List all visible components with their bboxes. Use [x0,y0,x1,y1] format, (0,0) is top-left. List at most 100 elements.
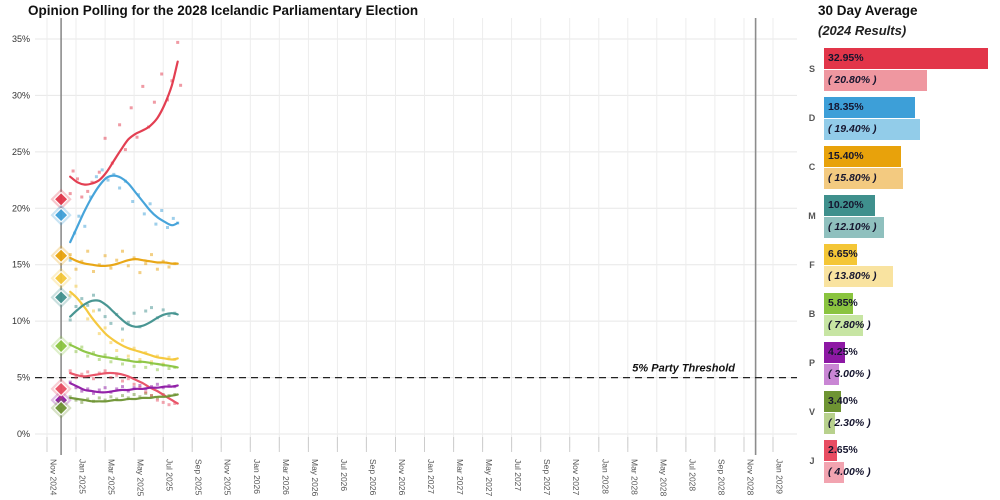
avg-value-label: 6.65% [828,248,858,260]
result-2024-bar-F [824,266,893,287]
result-2024-markers [50,188,72,419]
trend-line-S [69,60,179,186]
result-2024-value-label: ( 7.80% ) [828,319,871,331]
avg-value-label: 10.20% [828,199,864,211]
scatter-J [68,369,177,407]
x-axis-tick-label: Nov 2026 [397,459,407,496]
result-marker-J [53,381,69,397]
trend-line-V [69,393,179,403]
panel-subtitle: (2024 Results) [818,23,907,38]
poll-scatter-points [68,40,183,407]
party-letter: P [808,358,815,368]
trend-line-P [69,382,179,394]
party-row-B: B 5.85% ( 7.80% ) [800,293,1000,336]
result-marker-C [53,248,69,264]
x-axis-tick-label: Jan 2025 [78,459,88,494]
x-axis-tick-label: Nov 2024 [49,459,59,496]
avg-value-label: 18.35% [828,101,864,113]
scatter-M [68,293,177,331]
trend-line-F [69,290,179,361]
x-axis-tick-label: May 2027 [484,459,494,497]
result-marker-B [53,338,69,354]
avg-value-label: 2.65% [828,444,858,456]
y-axis-tick-label: 5% [17,373,30,383]
y-axis-tick-label: 0% [17,429,30,439]
avg-bar-V [824,391,841,412]
result-2024-bar-S [824,70,928,91]
x-axis-tick-label: Sep 2027 [542,459,552,496]
avg-value-label: 15.40% [828,150,864,162]
x-axis-tick-label: Jan 2028 [600,459,610,494]
x-axis-tick-label: Mar 2027 [455,459,465,495]
x-axis-tick-label: May 2028 [658,459,668,497]
avg-bar-C [824,146,901,167]
trend-line-M [69,299,179,328]
avg-bar-D [824,97,916,118]
result-marker-P [53,392,69,408]
result-2024-value-label: ( 13.80% ) [828,270,877,282]
y-axis-tick-label: 15% [12,260,30,270]
party-letter: V [808,407,815,417]
party-letter: B [808,309,816,319]
result-2024-bar-P [824,364,839,385]
result-marker-F [53,270,69,286]
x-axis-tick-label: Sep 2028 [716,459,726,496]
party-row-S: S 32.95% ( 20.80% ) [800,48,1000,91]
result-2024-value-label: ( 2.30% ) [828,417,871,429]
avg-value-label: 5.85% [828,297,858,309]
result-2024-bar-D [824,119,921,140]
x-axis-tick-label: Sep 2026 [368,459,378,496]
party-row-J: J 2.65% ( 4.00% ) [800,440,1000,483]
x-axis-tick-label: May 2025 [136,459,146,497]
party-row-D: D 18.35% ( 19.40% ) [800,97,1000,140]
avg-bar-F [824,244,858,265]
threshold-label: 5% Party Threshold [632,363,735,375]
trend-line-C [69,256,179,268]
x-axis-tick-label: Nov 2027 [571,459,581,496]
x-axis-tick-label: Nov 2025 [223,459,233,496]
result-2024-value-label: ( 19.40% ) [828,123,877,135]
result-2024-bar-C [824,168,903,189]
polling-trend-chart: 0% 5% 10% 15% 20% 25% 30% 35% Nov 2024 Jan 2025 Ma… [12,18,797,497]
y-axis-tick-label: 25% [12,147,30,157]
result-2024-value-label: ( 3.00% ) [828,368,871,380]
axis-labels: 0% 5% 10% 15% 20% 25% 30% 35% Nov 2024 Jan 2025 Ma… [12,34,785,497]
result-2024-value-label: ( 4.00% ) [828,466,871,478]
party-row-V: V 3.40% ( 2.30% ) [800,391,1000,434]
trend-line-B [69,343,179,369]
avg-bar-M [824,195,875,216]
avg-value-label: 32.95% [828,52,864,64]
avg-value-label: 3.40% [828,395,858,407]
party-letter: M [808,211,816,221]
x-axis-tick-label: Jul 2025 [165,459,175,491]
gridlines [35,18,797,452]
result-2024-value-label: ( 20.80% ) [828,74,877,86]
scatter-F [68,284,177,366]
x-axis-tick-label: Jul 2026 [339,459,349,491]
x-axis-tick-label: Jan 2029 [775,459,785,494]
x-axis-tick-label: Sep 2025 [194,459,204,496]
result-2024-bar-J [824,462,844,483]
avg-bar-S [824,48,988,69]
x-axis-tick-label: Nov 2028 [746,459,756,496]
result-marker-S [53,191,69,207]
y-axis-tick-label: 20% [12,203,30,213]
avg-bar-J [824,440,838,461]
x-axis-tick-label: May 2026 [310,459,320,497]
result-2024-bar-V [824,413,836,434]
x-axis-tick-label: Mar 2025 [107,459,117,495]
result-2024-bar-M [824,217,885,238]
party-letter: F [809,260,815,270]
panel-title: 30 Day Average [818,3,918,18]
party-row-C: C 15.40% ( 15.80% ) [800,146,1000,189]
scatter-S [68,40,183,199]
result-marker-V [53,400,69,416]
avg-value-label: 4.25% [828,346,858,358]
trend-lines [69,60,179,405]
x-axis-tick-label: Jul 2028 [687,459,697,491]
party-letter: J [809,456,815,466]
y-axis-tick-label: 30% [12,90,30,100]
x-axis-tick-label: Mar 2028 [629,459,639,495]
x-axis-tick-label: Jul 2027 [513,459,523,491]
